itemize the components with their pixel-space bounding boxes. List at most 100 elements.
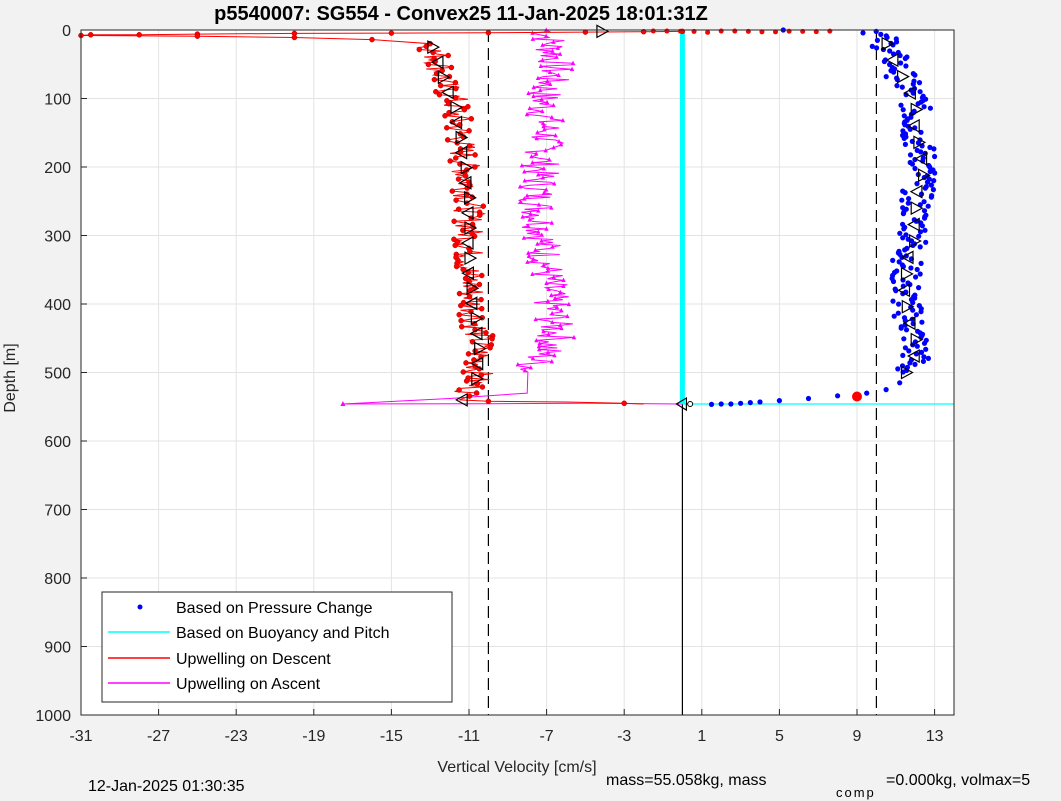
pressure-point [918,349,925,355]
ascent-point [559,307,564,313]
descent-point [485,29,492,36]
ascent-point [533,316,538,322]
pressure-point [897,380,903,386]
pressure-point [881,58,888,65]
y-tick-label: 0 [62,23,71,40]
x-tick-label: -31 [69,728,92,745]
ascent-point [552,181,557,186]
descent-triangle-marker [464,220,478,235]
ascent-point [549,114,555,120]
pressure-point [874,45,880,51]
descent-point [452,79,459,86]
ascent-point [535,75,541,81]
pressure-point [930,187,937,193]
ascent-point [547,157,552,162]
pressure-point [915,140,922,146]
ascent-point [553,132,558,138]
pressure-point [901,336,907,342]
descent-point [463,360,469,366]
descent-triangle-marker [454,145,468,160]
pressure-point [747,400,753,406]
pressure-point [915,101,921,107]
pressure-point [910,307,916,313]
descent-triangle-marker [470,311,484,326]
ascent-point [570,60,576,65]
descent-point [489,336,495,342]
pressure-point [912,165,918,172]
descent-point [291,34,298,41]
descent-point [478,305,485,312]
descent-point [472,152,478,158]
ascent-point [529,154,534,159]
pressure-point [728,401,734,407]
ascent-point [554,304,560,310]
ascent-point [522,178,527,183]
descent-point [425,61,432,68]
descent-point [479,272,485,279]
ascent-point [540,108,545,114]
pressure-point [907,360,913,366]
descent-triangle-marker [464,296,478,311]
pressure-point [900,352,906,358]
descent-point [476,281,483,288]
pressure-point [894,39,900,45]
ascent-point [525,259,530,264]
ascent-point [543,33,549,38]
y-tick-label: 800 [44,571,71,588]
ascent-point [544,99,550,105]
descent-point [460,369,467,375]
pressure-point [910,90,916,96]
descent-point [773,29,779,35]
ascent-point [530,36,536,41]
pressure-point [927,105,934,111]
descent-point [479,384,486,390]
pressure-point [776,398,783,404]
descent-point [388,30,395,36]
pressure-triangle-marker [917,168,931,183]
x-tick-label: -19 [302,728,325,745]
descent-triangle-marker [427,40,441,55]
pressure-point [920,358,927,364]
ascent-point [547,81,553,87]
y-tick-label: 200 [44,160,71,177]
ascent-point [540,120,546,126]
pressure-point [925,203,931,209]
ascent-point [525,223,531,228]
descent-point [451,218,457,225]
apogee-marker [852,391,862,402]
pressure-point [901,226,907,232]
pressure-point [921,208,928,214]
descent-point [444,125,450,131]
ascent-point [541,190,547,195]
ascent-point [517,184,523,189]
ascent-point [522,196,527,201]
descent-point [448,64,455,71]
pressure-point [908,265,914,271]
descent-point [461,106,468,113]
pressure-triangle-marker [909,233,922,248]
legend-swatch-pressure [137,604,143,610]
legend-label-pressure: Based on Pressure Change [176,600,373,617]
ascent-point [524,111,530,117]
plot-frame [80,29,955,716]
descent-triangle-marker [460,205,474,220]
descent-triangle-marker [460,160,474,175]
ascent-point [558,142,564,147]
pressure-point [916,80,923,86]
descent-triangle-marker [460,236,474,251]
ascent-point [550,319,555,325]
ascent-point [541,123,546,129]
ascent-point [534,337,539,343]
pressure-point [906,348,912,354]
pressure-point [757,399,763,405]
ascent-point [535,241,540,246]
pressure-point [923,346,929,352]
pressure-point [902,190,908,196]
x-tick-label: 13 [926,728,944,745]
pressure-point [864,390,870,396]
ascent-point [524,193,530,198]
pressure-point [914,181,920,187]
pressure-point [921,104,927,110]
pressure-point [922,185,928,191]
pressure-point [884,34,890,41]
